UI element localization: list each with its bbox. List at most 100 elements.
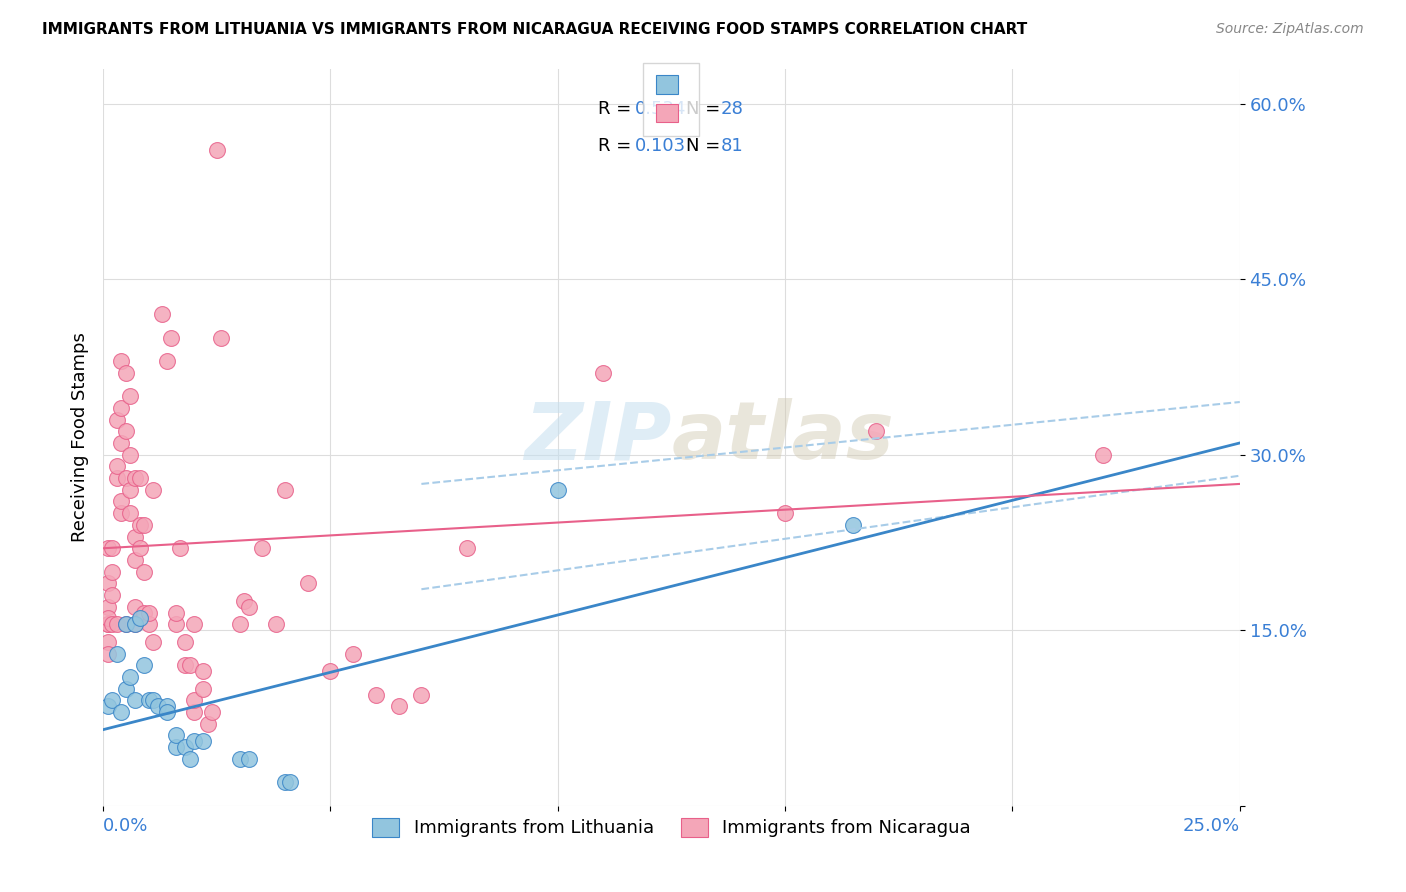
Point [156,699,179,714]
Point [191,734,214,748]
Point [120,448,142,462]
Point [120,506,142,520]
Point [773,506,796,520]
Point [142,635,165,649]
Point [274,775,297,789]
Point [120,389,142,403]
Text: 0.0%: 0.0% [103,817,149,835]
Point [209,331,232,345]
Point [132,565,155,579]
Point [128,611,150,625]
Text: 0.103: 0.103 [636,137,686,155]
Point [132,606,155,620]
Point [110,436,132,450]
Point [110,506,132,520]
Point [110,494,132,508]
Point [174,635,197,649]
Point [128,541,150,556]
Point [547,483,569,497]
Point [191,664,214,678]
Point [592,366,614,380]
Point [138,617,160,632]
Point [132,517,155,532]
Point [319,664,342,678]
Point [165,729,187,743]
Point [105,647,128,661]
Text: 25.0%: 25.0% [1182,817,1240,835]
Point [252,541,274,556]
Point [138,606,160,620]
Point [97,647,120,661]
Point [142,693,165,707]
Point [105,459,128,474]
Point [97,635,120,649]
Point [124,530,146,544]
Point [101,693,124,707]
Text: IMMIGRANTS FROM LITHUANIA VS IMMIGRANTS FROM NICARAGUA RECEIVING FOOD STAMPS COR: IMMIGRANTS FROM LITHUANIA VS IMMIGRANTS … [42,22,1028,37]
Point [124,617,146,632]
Point [174,740,197,755]
Point [105,412,128,426]
Point [165,740,187,755]
Text: 81: 81 [720,137,744,155]
Text: R =: R = [598,100,637,118]
Point [342,647,364,661]
Point [101,588,124,602]
Point [97,617,120,632]
Point [364,688,387,702]
Point [174,658,197,673]
Point [179,752,201,766]
Point [110,705,132,719]
Point [124,599,146,614]
Point [115,681,138,696]
Point [97,611,120,625]
Point [146,699,169,714]
Point [124,471,146,485]
Point [115,366,138,380]
Point [183,705,205,719]
Point [156,705,179,719]
Point [274,483,297,497]
Point [233,594,256,608]
Point [201,705,224,719]
Point [1092,448,1115,462]
Point [97,541,120,556]
Text: N =: N = [686,100,727,118]
Y-axis label: Receiving Food Stamps: Receiving Food Stamps [72,332,89,542]
Point [97,699,120,714]
Point [183,617,205,632]
Point [115,424,138,438]
Point [101,541,124,556]
Point [842,517,865,532]
Point [456,541,478,556]
Point [865,424,887,438]
Point [138,693,160,707]
Point [110,354,132,368]
Text: ZIP: ZIP [524,398,672,476]
Point [388,699,411,714]
Point [165,617,187,632]
Point [97,599,120,614]
Point [124,617,146,632]
Point [97,617,120,632]
Point [142,483,165,497]
Point [156,354,179,368]
Point [120,670,142,684]
Point [411,688,433,702]
Text: R =: R = [598,137,637,155]
Text: Source: ZipAtlas.com: Source: ZipAtlas.com [1216,22,1364,37]
Point [105,617,128,632]
Point [183,734,205,748]
Point [165,606,187,620]
Point [238,599,260,614]
Point [97,576,120,591]
Point [110,401,132,415]
Point [264,617,287,632]
Point [205,144,228,158]
Point [101,565,124,579]
Point [128,517,150,532]
Point [183,693,205,707]
Text: atlas: atlas [672,398,894,476]
Point [297,576,319,591]
Point [105,471,128,485]
